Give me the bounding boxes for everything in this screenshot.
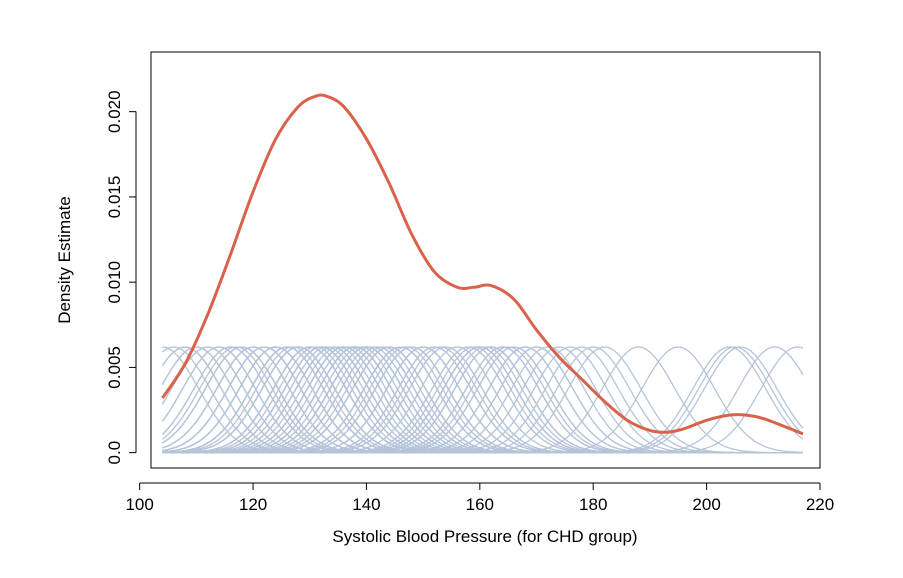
density-line — [161, 93, 804, 436]
kernel-curve — [162, 346, 804, 454]
x-tick-label: 120 — [239, 495, 267, 514]
y-tick-label: 0.0 — [105, 441, 124, 465]
x-axis: 100 120 140 160 180 200 220 — [125, 482, 834, 514]
y-tick-label: 0.020 — [105, 90, 124, 133]
y-axis: 0.0 0.005 0.010 0.015 0.020 — [105, 90, 137, 465]
y-tick-label: 0.005 — [105, 346, 124, 389]
density-series — [161, 93, 804, 436]
x-tick-label: 140 — [352, 495, 380, 514]
x-tick-label: 100 — [125, 495, 153, 514]
y-tick-label: 0.010 — [105, 261, 124, 304]
y-axis-label: Density Estimate — [55, 196, 74, 324]
kernel-curves — [161, 346, 804, 454]
x-tick-label: 220 — [806, 495, 834, 514]
y-tick-label: 0.015 — [105, 176, 124, 219]
x-tick-label: 180 — [579, 495, 607, 514]
x-tick-label: 160 — [466, 495, 494, 514]
x-axis-label: Systolic Blood Pressure (for CHD group) — [332, 527, 637, 546]
x-tick-label: 200 — [692, 495, 720, 514]
plot-frame — [150, 51, 821, 469]
